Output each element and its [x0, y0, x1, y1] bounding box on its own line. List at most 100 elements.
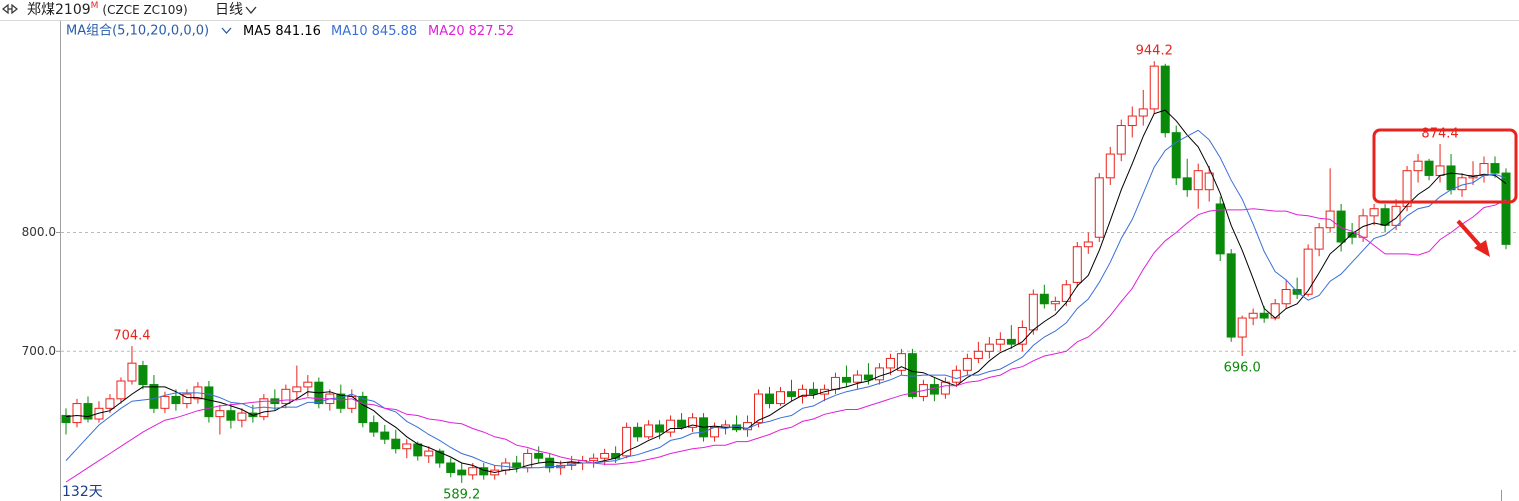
candle-body — [1402, 170, 1412, 207]
candle-body — [1237, 317, 1247, 338]
y-tick-label: 700.0 — [22, 344, 56, 358]
candle-body — [962, 357, 972, 371]
candle-body — [1072, 246, 1082, 283]
candle-body — [1336, 210, 1346, 243]
candle-body — [1303, 248, 1313, 295]
extreme-label: 589.2 — [443, 487, 480, 501]
candle-body — [248, 412, 258, 418]
extreme-label: 944.2 — [1136, 44, 1173, 59]
candle-body — [336, 393, 346, 409]
candle-body — [457, 469, 467, 476]
extreme-label: 704.4 — [113, 329, 150, 344]
candle-body — [754, 393, 764, 424]
y-tick-label: 800.0 — [22, 225, 56, 239]
candle-body — [841, 376, 851, 383]
candle-body — [1259, 312, 1269, 319]
period[interactable]: 日线 — [215, 2, 243, 18]
candles — [61, 61, 1511, 483]
candle-body — [1171, 132, 1181, 179]
candle-body — [534, 452, 544, 459]
legend-value: 827.52 — [469, 24, 515, 39]
candle-body — [424, 450, 434, 457]
candle-body — [633, 426, 643, 438]
ma-line — [65, 199, 1507, 483]
candle-body — [1424, 160, 1434, 176]
candle-body — [138, 365, 148, 386]
ma-lines — [65, 109, 1507, 483]
candle-body — [1149, 65, 1159, 110]
candle-body — [61, 414, 71, 424]
candle-body — [435, 450, 445, 464]
candle-body — [907, 353, 917, 397]
candle-body — [666, 419, 676, 433]
candle-body — [1017, 327, 1027, 345]
candle-body — [852, 374, 862, 383]
candle-body — [1160, 65, 1170, 134]
code: (CZCE ZC109) — [102, 3, 187, 17]
candle-body — [622, 426, 632, 457]
candle-body — [589, 457, 599, 462]
candle-body — [1457, 177, 1467, 191]
candle-body — [655, 424, 665, 433]
indicator-dropdown[interactable] — [221, 27, 232, 34]
candle-body — [1347, 231, 1357, 238]
candle-body — [127, 362, 137, 382]
candle-body — [1248, 312, 1258, 319]
candle-body — [358, 395, 368, 424]
candle-body — [380, 431, 390, 440]
symbol: 郑煤2109 — [27, 2, 91, 18]
candle-body — [797, 388, 807, 397]
candle-body — [677, 419, 687, 428]
legend-name: MA5 — [243, 24, 271, 39]
candle-body — [940, 381, 950, 395]
ma-line — [65, 129, 1507, 469]
candle-body — [105, 398, 115, 409]
candle-body — [402, 443, 412, 450]
candle-body — [951, 369, 961, 383]
candle-body — [281, 388, 291, 405]
candle-body — [149, 384, 159, 409]
candle-body — [688, 417, 698, 428]
legend-value: 841.16 — [275, 24, 321, 39]
candle-body — [1138, 108, 1148, 117]
highlight-box — [1372, 128, 1518, 204]
candle-body — [973, 350, 983, 359]
candle-body — [863, 374, 873, 381]
candle-body — [545, 457, 555, 469]
trend-arrow — [1456, 219, 1490, 257]
candle-body — [896, 353, 906, 371]
legend-item: MA10 845.88 — [331, 24, 417, 39]
header-bar — [0, 0, 1519, 20]
grid: 700.0 800.0 — [22, 225, 1519, 358]
candle-body — [1116, 125, 1126, 155]
candle-body — [1391, 205, 1401, 226]
candle-body — [182, 393, 192, 405]
candle-body — [83, 403, 93, 420]
candle-body — [995, 338, 1005, 345]
candle-body — [1479, 163, 1489, 176]
candle-body — [765, 393, 775, 405]
candle-body — [743, 422, 753, 431]
candle-body — [215, 410, 225, 418]
legend-name: MA20 — [428, 24, 465, 39]
period-dropdown[interactable] — [245, 6, 257, 15]
header-title: 郑煤2109M (CZCE ZC109) — [27, 1, 188, 19]
candle-body — [1039, 293, 1049, 305]
legend-item: MA5 841.16 — [243, 24, 321, 39]
candle-body — [929, 384, 939, 395]
candle-body — [468, 467, 478, 476]
candle-body — [446, 462, 456, 473]
extreme-label: 696.0 — [1224, 361, 1261, 376]
candle-body — [644, 424, 654, 438]
candle-body — [1501, 172, 1511, 245]
candle-body — [1490, 163, 1500, 174]
legend-value: 845.88 — [372, 24, 418, 39]
legend-name: MA10 — [331, 24, 368, 39]
badge: M — [91, 1, 99, 11]
indicator-label[interactable]: MA组合(5,10,20,0,0,0) — [66, 24, 209, 39]
switch-icon[interactable] — [2, 3, 18, 15]
header-icon[interactable] — [2, 3, 18, 15]
arrow-head — [1474, 240, 1490, 257]
